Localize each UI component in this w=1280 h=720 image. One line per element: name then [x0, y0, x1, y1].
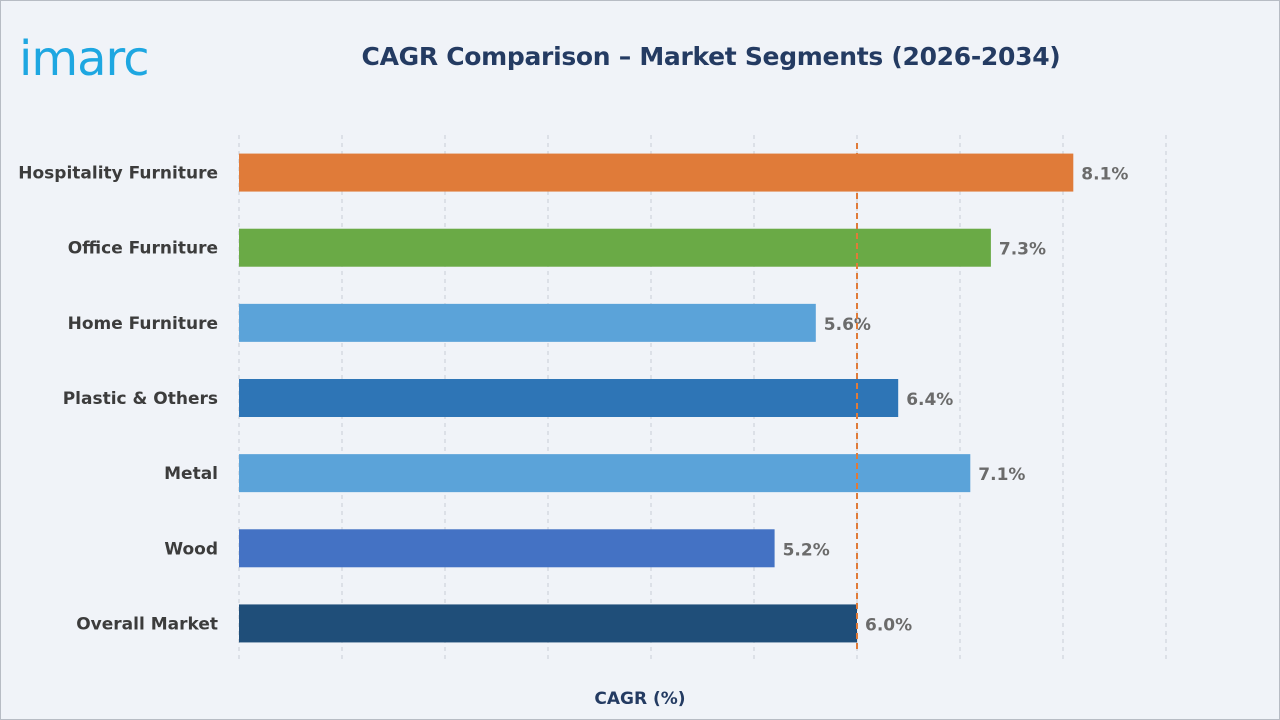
- category-label: Hospitality Furniture: [18, 164, 218, 184]
- data-label: 7.3%: [999, 240, 1046, 260]
- bar: [239, 303, 816, 342]
- bar: [239, 454, 971, 493]
- bar: [239, 228, 991, 267]
- category-label: Plastic & Others: [63, 389, 218, 409]
- data-label: 6.0%: [865, 615, 912, 635]
- data-label: 5.6%: [824, 315, 871, 335]
- category-label: Wood: [164, 539, 218, 559]
- category-label: Overall Market: [76, 614, 218, 634]
- bar: [239, 153, 1074, 192]
- imarc-logo: imarc: [19, 23, 209, 93]
- data-label: 8.1%: [1081, 165, 1128, 185]
- data-label: 5.2%: [783, 540, 830, 560]
- logo-wordmark: imarc: [19, 31, 149, 87]
- category-label: Home Furniture: [68, 314, 218, 334]
- bar: [239, 529, 775, 568]
- data-label: 6.4%: [906, 390, 953, 410]
- chart-title: CAGR Comparison – Market Segments (2026-…: [361, 42, 1061, 71]
- category-label: Office Furniture: [68, 239, 218, 259]
- category-label: Metal: [164, 464, 218, 484]
- bar: [239, 379, 899, 417]
- x-axis-title: CAGR (%): [594, 689, 685, 709]
- data-label: 7.1%: [978, 465, 1025, 485]
- bar: [239, 604, 857, 643]
